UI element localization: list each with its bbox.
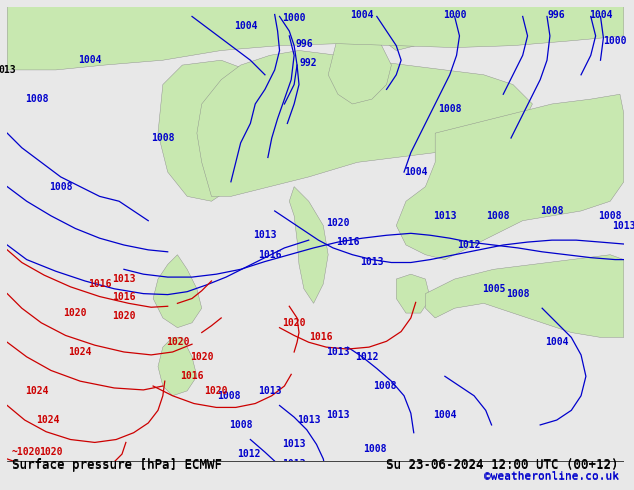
Text: 1020: 1020 bbox=[326, 218, 349, 228]
Polygon shape bbox=[7, 7, 624, 70]
Text: 1013: 1013 bbox=[326, 410, 349, 420]
Text: 1008: 1008 bbox=[217, 391, 241, 401]
Text: 1013: 1013 bbox=[433, 211, 456, 221]
Text: 1004: 1004 bbox=[353, 464, 377, 474]
Text: 1020: 1020 bbox=[112, 311, 136, 321]
Text: 1012: 1012 bbox=[458, 240, 481, 250]
Text: 1020: 1020 bbox=[63, 308, 87, 318]
Text: 1024: 1024 bbox=[25, 386, 48, 396]
Text: 1008: 1008 bbox=[506, 289, 529, 298]
Text: 1013: 1013 bbox=[258, 386, 281, 396]
Text: 1008: 1008 bbox=[229, 420, 252, 430]
Polygon shape bbox=[338, 7, 425, 50]
Text: 1008: 1008 bbox=[540, 206, 564, 216]
Text: 1013: 1013 bbox=[282, 459, 306, 469]
Text: 1020: 1020 bbox=[39, 447, 63, 457]
Text: 1004: 1004 bbox=[78, 55, 101, 65]
Text: 1008: 1008 bbox=[363, 444, 387, 454]
Polygon shape bbox=[158, 338, 197, 396]
Text: 1000: 1000 bbox=[282, 13, 306, 24]
Text: 1016: 1016 bbox=[336, 237, 359, 247]
Text: 1004: 1004 bbox=[545, 337, 569, 347]
Text: 1004: 1004 bbox=[433, 410, 456, 420]
Polygon shape bbox=[396, 94, 624, 260]
Text: 1008: 1008 bbox=[598, 211, 622, 221]
Text: 1020: 1020 bbox=[205, 386, 228, 396]
Text: 1013: 1013 bbox=[326, 347, 349, 357]
Text: 1008: 1008 bbox=[438, 104, 462, 114]
Text: 1024: 1024 bbox=[68, 347, 92, 357]
Text: Su 23-06-2024 12:00 UTC (00+12): Su 23-06-2024 12:00 UTC (00+12) bbox=[387, 459, 619, 471]
Text: 1013: 1013 bbox=[253, 230, 276, 240]
Text: Surface pressure [hPa] ECMWF: Surface pressure [hPa] ECMWF bbox=[12, 458, 222, 470]
Text: 1013: 1013 bbox=[360, 257, 384, 267]
Text: 1013: 1013 bbox=[297, 415, 320, 425]
Text: 1016: 1016 bbox=[44, 466, 68, 477]
Text: 013: 013 bbox=[0, 65, 16, 75]
Text: 1020: 1020 bbox=[190, 352, 214, 362]
Text: ~1020: ~1020 bbox=[12, 447, 41, 457]
Text: 1004: 1004 bbox=[234, 21, 257, 31]
Text: ©weatheronline.co.uk: ©weatheronline.co.uk bbox=[484, 472, 619, 482]
Text: ©weatheronline.co.uk: ©weatheronline.co.uk bbox=[484, 471, 619, 481]
Text: 1016: 1016 bbox=[112, 292, 136, 301]
Text: Su 23-06-2024 12:00 UTC (00+12): Su 23-06-2024 12:00 UTC (00+12) bbox=[387, 458, 619, 470]
Text: 992: 992 bbox=[300, 58, 318, 68]
Text: 1024: 1024 bbox=[36, 415, 60, 425]
Text: 996: 996 bbox=[548, 9, 566, 20]
Text: 1008: 1008 bbox=[49, 182, 72, 192]
Polygon shape bbox=[197, 50, 533, 196]
Text: 1016: 1016 bbox=[180, 371, 204, 381]
Text: 1016: 1016 bbox=[258, 250, 281, 260]
Text: 1012: 1012 bbox=[236, 449, 260, 459]
Text: Surface pressure [hPa] ECMWF: Surface pressure [hPa] ECMWF bbox=[12, 459, 222, 471]
Text: 1008: 1008 bbox=[373, 381, 396, 391]
Text: 1004: 1004 bbox=[351, 9, 374, 20]
Text: 996: 996 bbox=[295, 39, 313, 49]
Text: 1016: 1016 bbox=[88, 279, 112, 289]
Text: 1012: 1012 bbox=[355, 352, 379, 362]
Polygon shape bbox=[328, 7, 391, 104]
Text: 1013: 1013 bbox=[612, 220, 634, 231]
Text: 1008: 1008 bbox=[151, 133, 174, 143]
Text: 1013: 1013 bbox=[282, 440, 306, 449]
Text: 1008: 1008 bbox=[25, 94, 48, 104]
Text: 1013: 1013 bbox=[112, 274, 136, 284]
Bar bbox=[7, 461, 624, 483]
Text: 1004: 1004 bbox=[589, 9, 612, 20]
Text: 1004: 1004 bbox=[404, 167, 427, 177]
Polygon shape bbox=[425, 255, 624, 338]
Text: 1005: 1005 bbox=[482, 284, 505, 294]
Text: 1000: 1000 bbox=[443, 9, 467, 20]
Text: 1000: 1000 bbox=[604, 36, 627, 46]
Polygon shape bbox=[289, 187, 328, 303]
Polygon shape bbox=[153, 255, 202, 328]
Polygon shape bbox=[158, 60, 270, 201]
Text: 1008: 1008 bbox=[487, 211, 510, 221]
Text: 1020: 1020 bbox=[282, 318, 306, 328]
Text: 1020: 1020 bbox=[165, 337, 189, 347]
Text: 1016: 1016 bbox=[309, 332, 333, 343]
Polygon shape bbox=[396, 274, 430, 313]
